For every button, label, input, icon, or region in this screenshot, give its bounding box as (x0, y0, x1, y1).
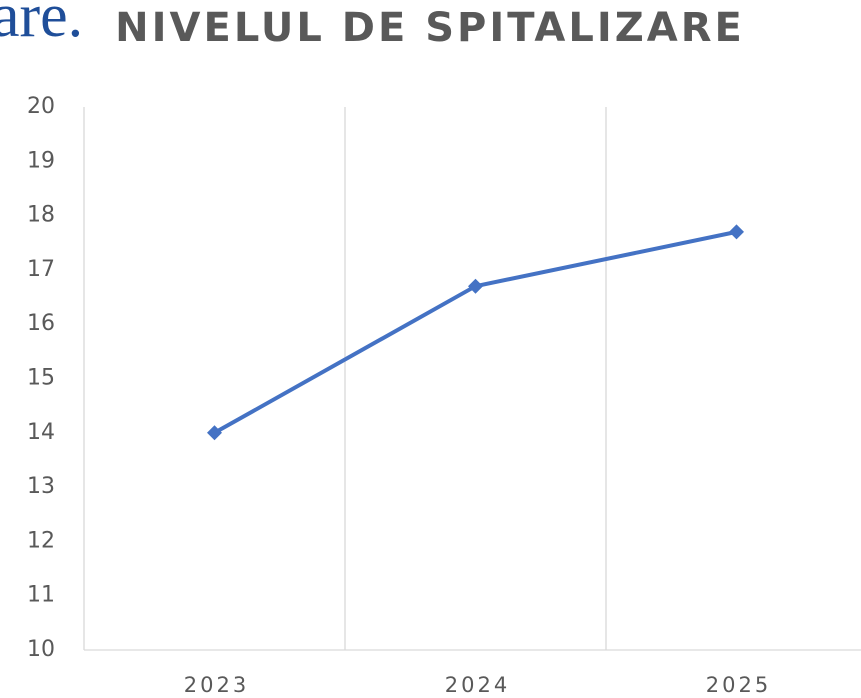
y-tick-label: 15 (27, 366, 55, 391)
y-tick-label: 17 (27, 257, 55, 282)
line (213, 229, 737, 435)
y-tick-label: 12 (27, 528, 55, 553)
y-tick-label: 20 (27, 94, 55, 119)
x-tick-label: 2023 (184, 673, 249, 697)
y-tick-label: 14 (27, 420, 55, 445)
marker (207, 425, 222, 441)
y-tick-label: 18 (27, 203, 55, 228)
chart-title: NIVELUL DE SPITALIZARE (115, 5, 745, 51)
x-tick-label: 2025 (706, 673, 771, 697)
marker (468, 278, 483, 294)
text-fragment: are. (0, 0, 83, 50)
y-tick-label: 16 (27, 311, 55, 336)
marker (729, 224, 744, 240)
y-tick-label: 13 (27, 474, 55, 499)
y-tick-label: 10 (27, 637, 55, 662)
y-tick-label: 11 (27, 583, 55, 608)
y-tick-label: 19 (27, 148, 55, 173)
x-tick-label: 2024 (445, 673, 510, 697)
